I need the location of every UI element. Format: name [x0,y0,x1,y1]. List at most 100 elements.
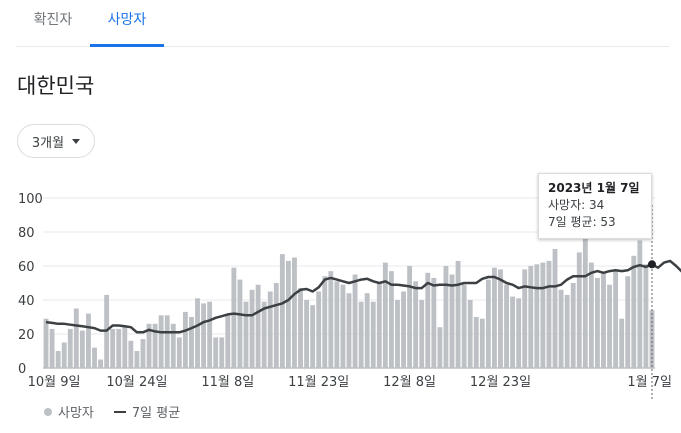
y-tick-label: 100 [18,192,43,207]
bar [67,328,73,368]
bar [164,315,170,368]
range-dropdown[interactable]: 3개월 [17,124,95,158]
bar [443,266,449,368]
bar [61,342,67,368]
bar [388,271,394,368]
bar [346,293,352,368]
legend-avg-label: 7일 평균 [131,406,181,421]
x-tick-label: 10월 9일 [28,375,81,390]
bar [122,325,128,368]
tooltip-date: 2023년 1월 7일 [548,181,640,195]
legend-deaths-label: 사망자 [58,406,94,421]
bar [504,284,509,368]
bar [73,308,79,368]
legend-deaths-marker [44,407,52,416]
tooltip-average: 7일 평균: 53 [548,215,616,229]
bar [558,289,564,368]
bar [528,266,534,368]
bar [285,260,291,368]
bar [134,351,140,368]
bar [116,328,122,368]
chevron-down-icon [72,138,81,144]
bar [455,260,461,368]
bar [110,328,116,368]
x-tick-label: 11월 8일 [201,375,254,390]
bar [158,315,164,368]
bar [231,267,237,368]
bar [43,318,49,368]
deaths-chart: 0 20 40 60 80 100 10월 9일 10월 24일 11월 8일 11월 23일 1… [18,192,681,400]
bar [146,323,152,368]
bar [401,291,406,368]
bar [304,300,310,368]
tab-bar: 확진자 사망자 [16,0,669,47]
y-tick-label: 60 [18,260,35,275]
bar [510,296,516,368]
x-tick-label: 10월 24일 [106,375,167,390]
bar [249,289,255,368]
bar [243,301,249,368]
bar [140,339,146,368]
bar [413,281,419,368]
bar [570,283,576,368]
chart-legend: 사망자 7일 평균 [44,402,180,421]
bar [613,269,619,368]
bar [431,277,437,368]
bar [182,311,188,368]
bar [376,283,382,368]
bar [55,351,61,368]
bar [564,294,570,368]
bar [352,274,358,368]
bar [49,328,55,368]
bar [631,255,637,368]
bar [607,284,612,368]
bar [364,293,370,368]
bar [316,291,322,368]
bar [98,359,103,368]
bar [540,262,546,368]
bar [491,267,497,368]
bar [461,284,467,368]
bar [79,330,85,368]
tooltip-deaths: 사망자: 34 [548,198,605,212]
y-tick-label: 20 [18,328,35,343]
tab-deaths[interactable]: 사망자 [90,0,164,47]
bar [485,279,491,368]
bar [358,301,364,368]
bar [310,305,316,368]
avg-line [45,259,681,334]
bar [207,301,213,368]
bar [534,264,540,368]
x-tick-label: 12월 23일 [470,375,531,390]
bar [92,347,97,368]
bar [322,276,328,368]
bar [637,240,643,368]
x-tick-label: 11월 23일 [288,375,349,390]
bar [425,272,431,368]
bar [619,318,625,368]
bar [334,281,340,368]
legend-avg-marker [113,410,126,413]
bar [86,313,91,368]
bar [128,340,134,368]
bar [340,284,346,368]
bar [419,300,425,368]
data-tooltip: 2023년 1월 7일 사망자: 34 7일 평균: 53 [538,173,652,239]
bar [237,279,243,368]
tab-confirmed[interactable]: 확진자 [33,12,73,28]
bar [201,303,207,368]
bar [176,337,182,368]
bar [601,272,606,368]
bar [522,269,528,368]
bar [467,300,473,368]
bar [595,277,600,368]
bar [479,318,485,368]
x-tick-label: 1월 7일 [627,375,672,390]
bar [219,337,225,368]
range-dropdown-label: 3개월 [31,135,65,151]
bar [298,288,303,368]
bar [395,300,400,368]
bar [588,262,594,368]
bar [582,238,588,368]
bar [473,317,479,368]
